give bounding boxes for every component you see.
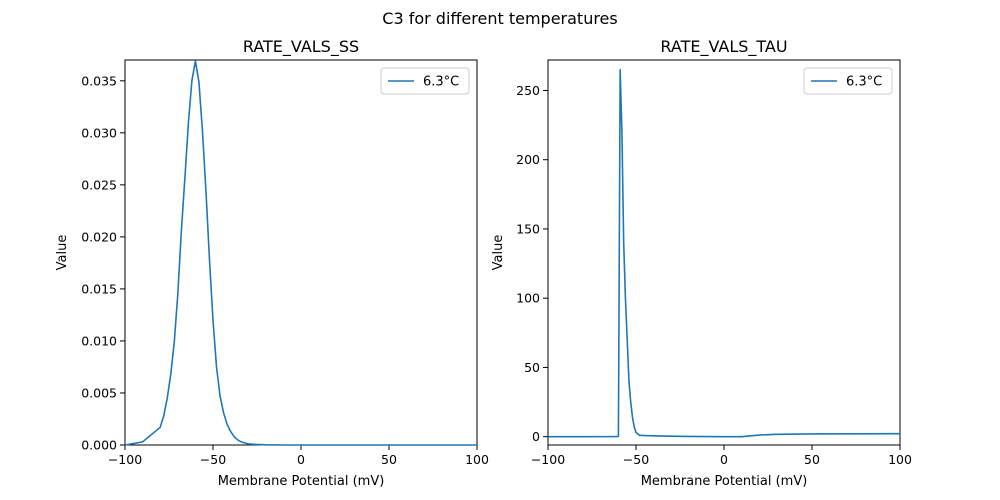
chart-2-ytick-label: 100 — [516, 291, 540, 306]
chart-2-ytick-label: 250 — [516, 83, 540, 98]
chart-2-xlabel: Membrane Potential (mV) — [641, 474, 808, 489]
chart-2-axes-frame — [547, 59, 901, 446]
chart-1-ylabel: Value — [55, 235, 70, 271]
chart-1-title: RATE_VALS_SS — [243, 37, 359, 57]
chart-2-series-line — [548, 68, 901, 438]
chart-1-ytick-label: 0.000 — [81, 438, 117, 453]
chart-1-legend-box — [380, 67, 470, 95]
chart-2-ytick-label: 50 — [524, 360, 540, 375]
chart-1-xtick-label: 50 — [381, 452, 397, 467]
chart-2-ytick-label: 200 — [516, 152, 540, 167]
chart-1-axes-frame — [124, 59, 478, 446]
chart-1-ytick-label: 0.010 — [81, 333, 117, 348]
chart-2-xtick-label: 100 — [888, 452, 912, 467]
chart-1-ytick-label: 0.015 — [81, 281, 117, 296]
chart-2-title: RATE_VALS_TAU — [660, 37, 787, 57]
chart-1-legend-label: 6.3°C — [423, 75, 459, 90]
chart-2-ytick-label: 150 — [516, 221, 540, 236]
chart-1-ytick-label: 0.005 — [81, 385, 117, 400]
chart-1-series-line — [124, 60, 477, 446]
chart-1-ytick-label: 0.020 — [81, 229, 117, 244]
chart-1-xtick-label: −50 — [200, 452, 226, 467]
chart-1-xtick-label: −100 — [108, 452, 142, 467]
chart-2-xtick-label: −100 — [531, 452, 565, 467]
chart-2-xtick-label: 0 — [720, 452, 728, 467]
chart-2-ytick-label: 0 — [532, 429, 540, 444]
chart-2-ylabel: Value — [491, 235, 506, 271]
chart-2-xtick-label: −50 — [623, 452, 649, 467]
chart-1-ytick-label: 0.030 — [81, 125, 117, 140]
chart-2-xtick-label: 50 — [804, 452, 820, 467]
chart-1-xtick-label: 100 — [465, 452, 489, 467]
figure-suptitle: C3 for different temperatures — [382, 9, 617, 28]
chart-1-xlabel: Membrane Potential (mV) — [218, 474, 385, 489]
chart-2-legend-box — [803, 67, 893, 95]
chart-1-ytick-label: 0.025 — [81, 177, 117, 192]
chart-2-legend-label: 6.3°C — [846, 75, 882, 90]
chart-1-ytick-label: 0.035 — [81, 73, 117, 88]
chart-1-xtick-label: 0 — [297, 452, 305, 467]
